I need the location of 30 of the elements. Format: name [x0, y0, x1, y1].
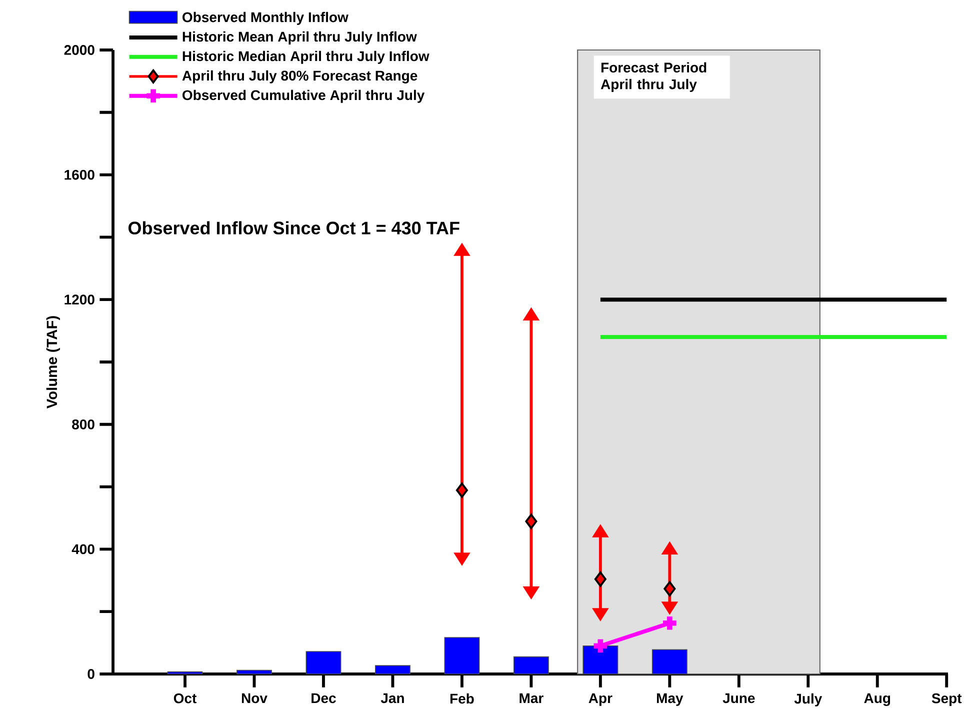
y-tick-label: 1600: [64, 170, 94, 180]
annotation: Observed Inflow Since Oct 1 = 430 TAF: [128, 221, 460, 234]
x-tick-label: Mar: [520, 693, 544, 704]
x-tick-label: July: [794, 693, 822, 706]
legend-label: April thru July 80% Forecast Range: [182, 70, 418, 84]
legend-label: Observed Monthly Inflow: [182, 12, 348, 25]
y-tick-label: 1200: [64, 294, 94, 305]
legend-label: Historic Median April thru July Inflow: [182, 50, 430, 64]
point: [456, 482, 468, 498]
y-axis-title: Volume (TAF): [46, 316, 60, 408]
point: [525, 514, 538, 530]
legend-label: Historic Mean April thru July Inflow: [182, 31, 417, 44]
x-tick-label: Oct: [174, 693, 197, 704]
y-tick-label: 0: [88, 669, 94, 679]
y-tick-label: 2000: [64, 45, 94, 55]
x-tick-label: Nov: [242, 693, 268, 704]
x-tick-label: Dec: [312, 693, 336, 704]
point: [664, 581, 676, 596]
x-tick-label: May: [656, 693, 684, 706]
point: [594, 571, 606, 587]
x-tick-label: Sept: [932, 693, 962, 706]
x-tick-label: Jan: [380, 693, 404, 704]
y-tick-label: 800: [72, 419, 94, 430]
band-label: Forecast Period April thru July: [600, 62, 706, 92]
x-tick-label: June: [722, 693, 755, 704]
x-tick-label: Feb: [450, 693, 474, 704]
legend-label: Observed Cumulative April thru July: [182, 90, 425, 103]
y-tick-label: 400: [72, 544, 94, 554]
x-tick-label: Aug: [864, 693, 890, 706]
x-tick-label: Apr: [588, 693, 612, 706]
